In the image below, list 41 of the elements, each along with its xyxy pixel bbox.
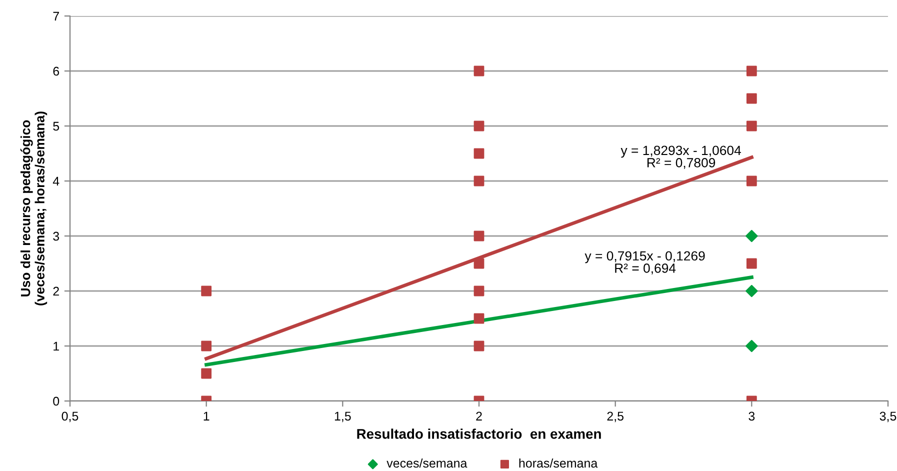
point xyxy=(474,176,484,186)
x-tick-label: 2,5 xyxy=(607,412,624,422)
legend-label: horas/semana xyxy=(519,458,598,468)
point xyxy=(746,340,758,352)
point xyxy=(474,286,484,296)
point xyxy=(474,230,484,242)
x-tick-label: 1 xyxy=(204,412,210,420)
point xyxy=(746,230,758,242)
point xyxy=(201,368,212,379)
point xyxy=(746,93,757,104)
point xyxy=(474,258,484,269)
y-tick-label: 1 xyxy=(54,342,59,351)
y-tick-label: 6 xyxy=(53,66,60,76)
x-tick-label: 3,5 xyxy=(880,412,896,422)
point xyxy=(474,340,484,352)
point xyxy=(746,284,758,298)
x-tick-label: 3 xyxy=(748,412,755,421)
x-tick-label: 1,5 xyxy=(334,412,351,422)
annotation: y = 0,7915x - 0,1269 R² = 0,694 xyxy=(584,251,705,274)
x-axis-title: Resultado insatisfactorio en examen xyxy=(357,428,601,439)
point xyxy=(201,286,212,296)
y-tick-label: 0 xyxy=(53,396,60,406)
x-tick-label: 2 xyxy=(476,412,482,420)
point xyxy=(746,120,757,132)
legend-label: veces/semana xyxy=(386,458,468,468)
x-tick-label: 0,5 xyxy=(62,412,78,422)
point xyxy=(474,66,484,76)
y-tick-label: 4 xyxy=(52,176,60,186)
point xyxy=(201,340,212,352)
annotation: y = 1,8293x - 1,0604 R² = 0,7809 xyxy=(620,146,741,169)
point xyxy=(746,176,757,186)
point xyxy=(474,120,484,132)
y-tick-label: 2 xyxy=(53,286,59,296)
y-tick-label: 5 xyxy=(53,122,60,131)
point xyxy=(474,313,484,324)
point xyxy=(474,148,484,159)
point xyxy=(746,66,757,76)
point xyxy=(746,258,757,269)
y-tick-label: 3 xyxy=(53,232,60,241)
y-tick-label: 7 xyxy=(53,12,59,21)
y-axis-title: Uso del recurso pedagógico (veces/semana; horas/semana) xyxy=(20,112,48,306)
